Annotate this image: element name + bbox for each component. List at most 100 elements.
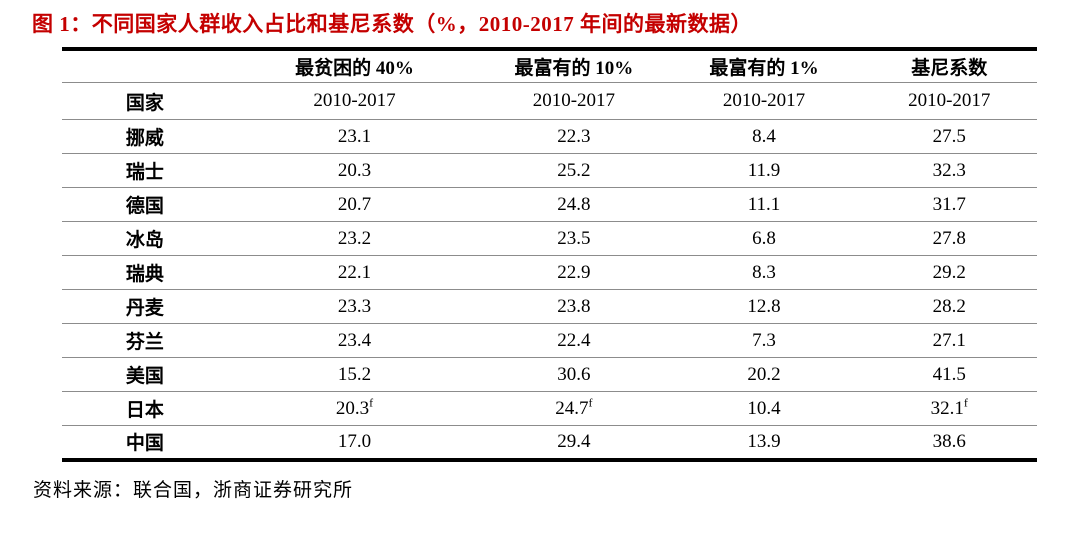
group-header-blank: [62, 49, 228, 83]
value-text: 32.3: [932, 159, 966, 181]
value-text: 27.5: [932, 125, 966, 147]
value-text: 13.9: [747, 430, 781, 452]
cell-value: 22.3: [481, 119, 667, 154]
cell-value: 24.7f: [481, 391, 667, 426]
cell-value: 12.8: [666, 289, 862, 324]
country-name: 瑞典: [62, 255, 228, 290]
cell-value: 7.3: [666, 323, 862, 358]
value-text: 17.0: [337, 430, 372, 452]
value-text: 31.7: [932, 193, 966, 215]
table-row-finland: 芬兰 23.4 22.4 7.3 27.1: [62, 323, 1037, 358]
footnote-marker: f: [963, 395, 968, 410]
sub-header-period-3: 2010-2017: [666, 82, 862, 120]
cell-value: 32.3: [861, 153, 1037, 188]
sub-header-period-2: 2010-2017: [481, 82, 667, 120]
value-text: 6.8: [752, 227, 776, 249]
value-text: 8.4: [752, 125, 776, 147]
value-text: 23.3: [337, 295, 372, 317]
footnote-marker: f: [588, 395, 593, 410]
value-text: 23.2: [337, 227, 372, 249]
country-name: 美国: [62, 357, 228, 392]
cell-value: 6.8: [666, 221, 862, 256]
country-name: 瑞士: [62, 153, 228, 188]
country-name: 日本: [62, 391, 228, 426]
table-header: 最贫困的 40% 最富有的 10% 最富有的 1% 基尼系数 国家 2010-2…: [62, 49, 1037, 120]
cell-value: 24.8: [481, 187, 667, 222]
table-row-usa: 美国 15.2 30.6 20.2 41.5: [62, 357, 1037, 392]
cell-value: 27.1: [861, 323, 1037, 358]
value-text: 29.4: [557, 430, 591, 452]
country-name: 挪威: [62, 119, 228, 154]
cell-value: 8.3: [666, 255, 862, 290]
value-text: 23.8: [557, 295, 591, 317]
table-body: 挪威 23.1 22.3 8.4 27.5 瑞士 20.3 25.2 11.9 …: [62, 119, 1037, 460]
value-text: 41.5: [932, 363, 966, 385]
value-text: 28.2: [932, 295, 966, 317]
cell-value: 25.2: [481, 153, 667, 188]
cell-value: 29.2: [861, 255, 1037, 290]
value-text: 30.6: [557, 363, 591, 385]
cell-value: 8.4: [666, 119, 862, 154]
table-row-germany: 德国 20.7 24.8 11.1 31.7: [62, 187, 1037, 222]
value-text: 29.2: [932, 261, 966, 283]
sub-header-period-1: 2010-2017: [227, 82, 482, 120]
value-text: 7.3: [752, 329, 776, 351]
cell-value: 27.5: [861, 119, 1037, 154]
group-header-richest-1: 最富有的 1%: [666, 49, 862, 83]
value-text: 22.1: [337, 261, 372, 283]
table-row-china: 中国 17.0 29.4 13.9 38.6: [62, 426, 1037, 460]
footnote-marker: f: [369, 395, 374, 410]
cell-value: 15.2: [227, 357, 482, 392]
table-row-japan: 日本 20.3f 24.7f 10.4 32.1f: [62, 391, 1037, 426]
cell-value: 22.1: [227, 255, 482, 290]
value-text: 22.3: [557, 125, 591, 147]
value-text: 20.2: [747, 363, 781, 385]
value-text: 23.5: [557, 227, 591, 249]
cell-value: 23.5: [481, 221, 667, 256]
sub-header-country: 国家: [62, 82, 228, 120]
cell-value: 31.7: [861, 187, 1037, 222]
value-text: 24.8: [557, 193, 591, 215]
sub-header-period-4: 2010-2017: [861, 82, 1037, 120]
value-text: 27.8: [932, 227, 966, 249]
value-text: 10.4: [747, 397, 781, 419]
cell-value: 23.8: [481, 289, 667, 324]
cell-value: 41.5: [861, 357, 1037, 392]
cell-value: 23.2: [227, 221, 482, 256]
value-text: 23.1: [337, 125, 372, 147]
cell-value: 20.3f: [227, 391, 482, 426]
cell-value: 11.9: [666, 153, 862, 188]
value-text: 15.2: [337, 363, 372, 385]
cell-value: 20.3: [227, 153, 482, 188]
group-header-richest-10: 最富有的 10%: [481, 49, 667, 83]
value-text: 24.7: [555, 397, 589, 419]
value-text: 27.1: [932, 329, 966, 351]
value-text: 11.1: [747, 193, 781, 215]
value-text: 20.7: [337, 193, 372, 215]
cell-value: 22.9: [481, 255, 667, 290]
country-name: 芬兰: [62, 323, 228, 358]
value-text: 22.9: [557, 261, 591, 283]
cell-value: 23.3: [227, 289, 482, 324]
cell-value: 28.2: [861, 289, 1037, 324]
country-name: 中国: [125, 433, 164, 455]
group-header-row: 最贫困的 40% 最富有的 10% 最富有的 1% 基尼系数: [62, 49, 1037, 83]
value-text: 11.9: [747, 159, 781, 181]
source-note: 资料来源：联合国，浙商证券研究所: [33, 479, 354, 501]
table-row-iceland: 冰岛 23.2 23.5 6.8 27.8: [62, 221, 1037, 256]
country-name: 德国: [62, 187, 228, 222]
cell-value: 22.4: [481, 323, 667, 358]
cell-value: 10.4: [666, 391, 862, 426]
cell-value: 27.8: [861, 221, 1037, 256]
table-row-denmark: 丹麦 23.3 23.8 12.8 28.2: [62, 289, 1037, 324]
cell-value: 23.1: [227, 119, 482, 154]
cell-value: 38.6: [862, 426, 1038, 460]
cell-value: 30.6: [481, 357, 667, 392]
cell-value: 13.9: [667, 426, 862, 460]
value-text: 12.8: [747, 295, 781, 317]
group-header-gini: 基尼系数: [861, 49, 1037, 83]
table-row-sweden: 瑞典 22.1 22.9 8.3 29.2: [62, 255, 1037, 290]
table-row-switzerland: 瑞士 20.3 25.2 11.9 32.3: [62, 153, 1037, 188]
group-header-poorest-40: 最贫困的 40%: [227, 49, 482, 83]
value-text: 20.3: [335, 397, 370, 419]
